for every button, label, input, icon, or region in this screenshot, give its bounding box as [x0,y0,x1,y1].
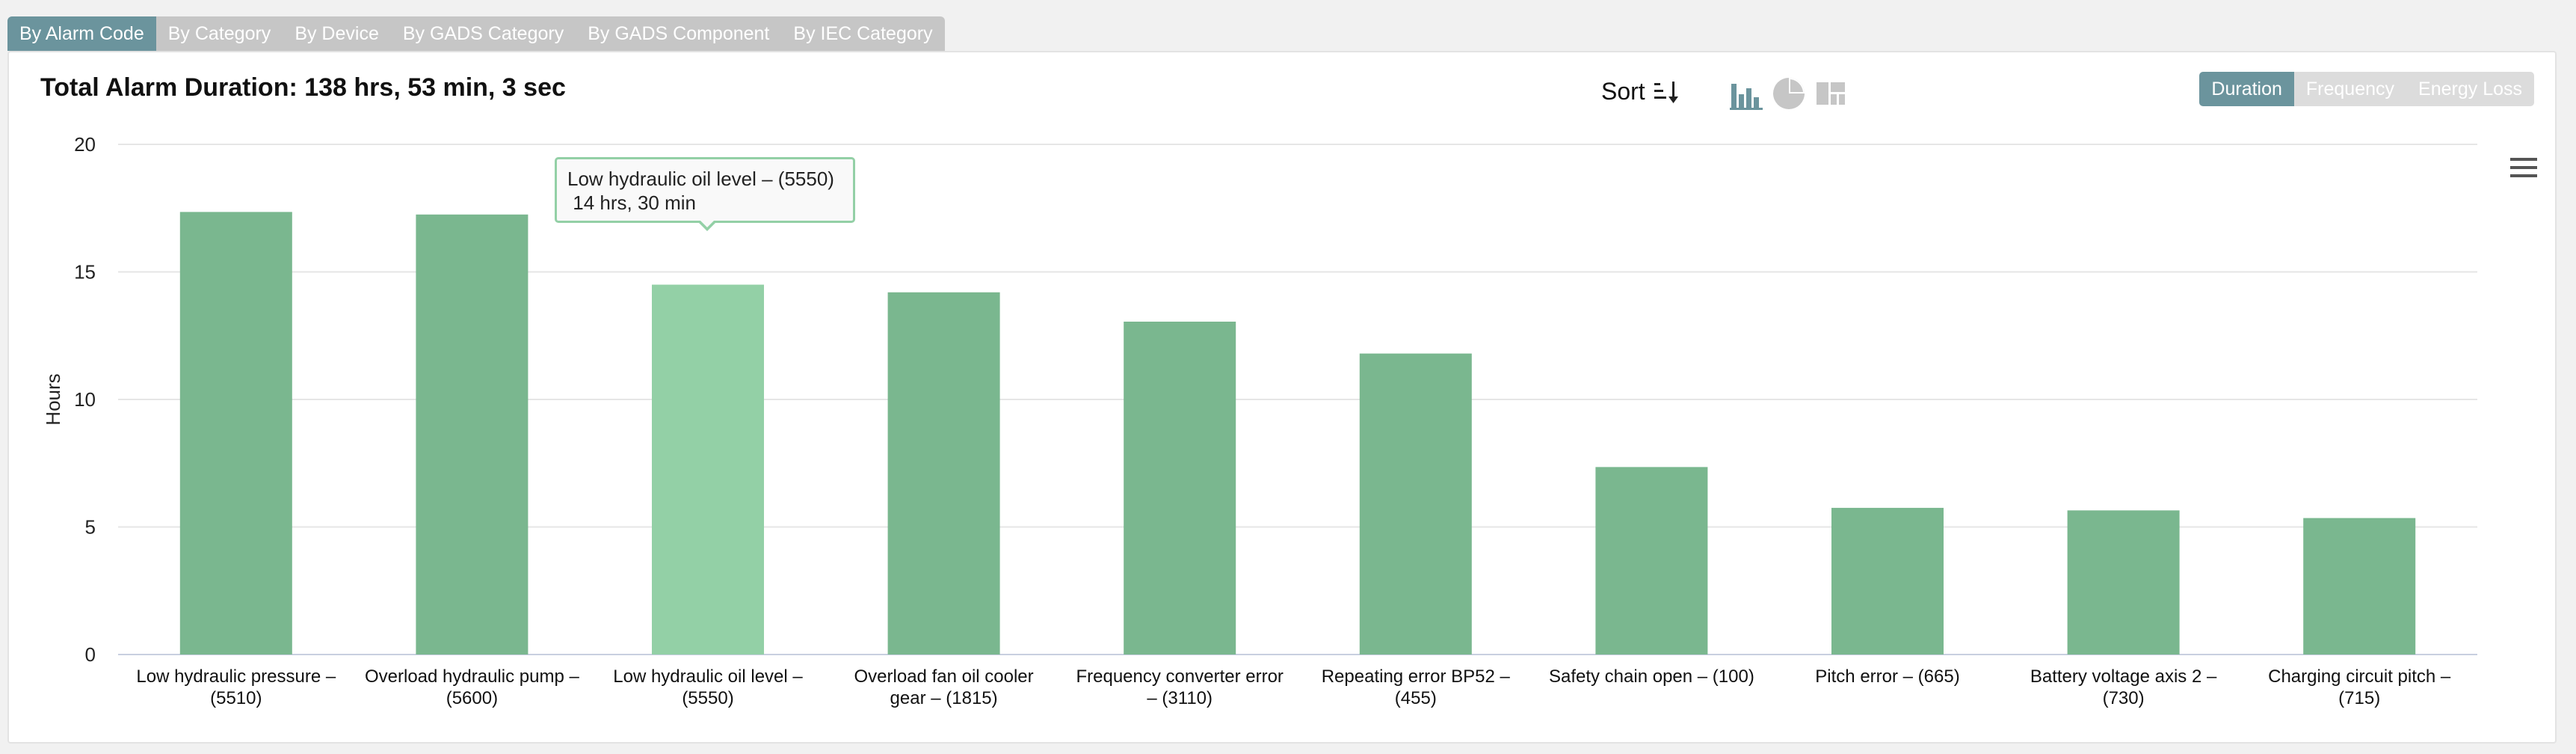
metric-duration-button[interactable]: Duration [2199,72,2294,106]
chart-type-switcher [1728,75,1849,112]
tooltip-value: 14 hrs, 30 min [573,191,696,214]
tab-by-iec-category[interactable]: By IEC Category [781,16,945,51]
sort-label: Sort [1601,78,1645,105]
x-tick-label: Frequency converter error – (3110) [1076,666,1283,708]
tab-by-category[interactable]: By Category [155,16,283,51]
bar[interactable] [179,212,292,655]
bar[interactable] [1124,321,1236,655]
x-tick-label: Overload fan oil cooler gear – (1815) [854,666,1034,708]
x-tick-label: Low hydraulic oil level – (5550) [613,666,803,708]
metric-toggle: Duration Frequency Energy Loss [2199,72,2534,106]
bar[interactable] [1595,467,1708,655]
pie-chart-icon[interactable] [1770,75,1808,112]
metric-energy-loss-button[interactable]: Energy Loss [2406,72,2534,106]
y-tick-label: 15 [74,261,96,283]
y-tick-label: 10 [74,388,96,411]
bar[interactable] [887,292,1000,655]
sort-descending-icon [1654,81,1678,103]
x-tick-label: Repeating error BP52 – (455) [1322,666,1511,708]
bar[interactable] [2067,510,2180,655]
chart-menu-icon[interactable] [2509,153,2539,183]
x-tick-label: Safety chain open – (100) [1549,666,1754,687]
bar[interactable] [1359,353,1472,655]
tab-by-gads-category[interactable]: By GADS Category [390,16,576,51]
metric-frequency-button[interactable]: Frequency [2293,72,2407,106]
tab-by-gads-component[interactable]: By GADS Component [576,16,782,51]
x-tick-label: Overload hydraulic pump – (5600) [365,666,579,708]
chart-tooltip: Low hydraulic oil level – (5550) 14 hrs,… [555,157,855,231]
bar[interactable] [652,284,764,655]
bar[interactable] [2303,518,2416,655]
bar[interactable] [416,214,529,655]
tooltip-title: Low hydraulic oil level – (5550) [567,168,834,190]
tab-by-alarm-code[interactable]: By Alarm Code [7,16,156,51]
y-tick-label: 0 [85,643,96,666]
sort-button[interactable]: Sort [1601,78,1680,105]
tab-by-device[interactable]: By Device [283,16,391,51]
bar[interactable] [1831,507,1944,655]
x-tick-label: Low hydraulic pressure – (5510) [136,666,336,708]
y-tick-label: 5 [85,516,96,539]
x-tick-label: Charging circuit pitch – (715) [2268,666,2451,708]
x-tick-label: Pitch error – (665) [1815,666,1959,687]
y-tick-label: 20 [74,133,96,156]
category-tabs: By Alarm Code By Category By Device By GADS… [7,16,945,51]
page-title: Total Alarm Duration: 138 hrs, 53 min, 3… [40,73,566,102]
x-tick-label: Battery voltage axis 2 – (730) [2030,666,2217,708]
y-axis-label: Hours [42,373,64,425]
bar-chart-icon[interactable] [1728,75,1766,112]
treemap-icon[interactable] [1812,75,1849,112]
